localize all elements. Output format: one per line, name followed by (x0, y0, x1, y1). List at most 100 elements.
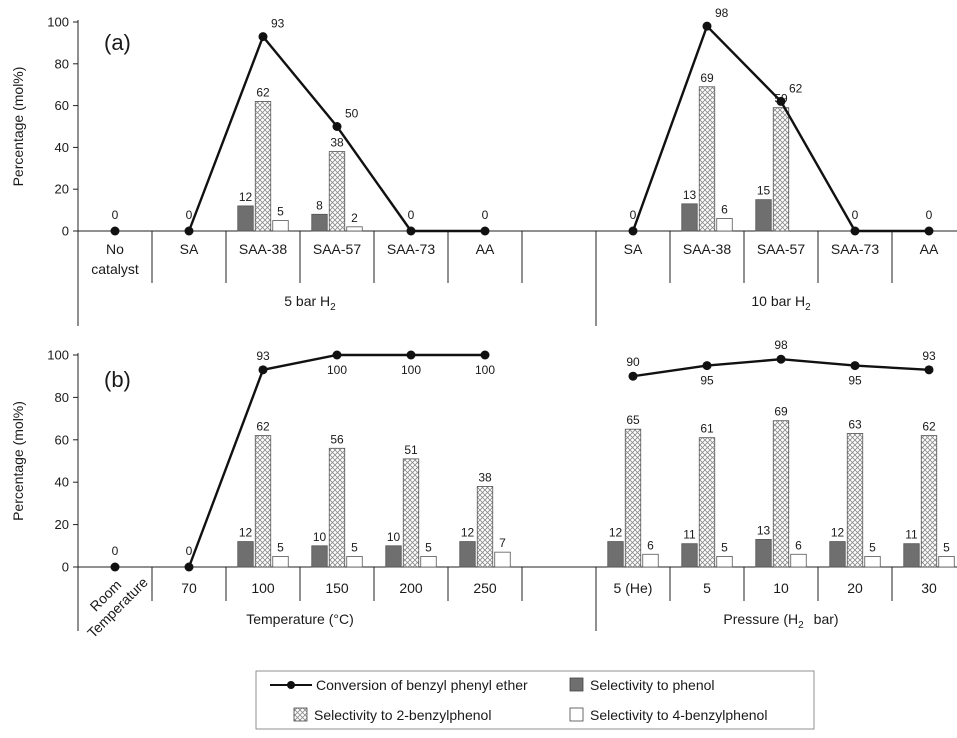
category-label: SA (180, 241, 199, 257)
benzylphenol-2-bar-label: 62 (256, 420, 270, 434)
benzylphenol-4-bar (716, 556, 733, 568)
benzylphenol-4-bar (420, 556, 437, 568)
category-label: 150 (325, 580, 349, 596)
group-label-subscript: 2 (805, 302, 811, 313)
panel-label: (a) (104, 30, 131, 55)
conversion-label: 95 (848, 374, 862, 388)
y-tick-label: 40 (55, 140, 69, 155)
benzylphenol-4-bar (346, 556, 363, 568)
phenol-bar-label: 12 (239, 190, 253, 204)
benzylphenol-4-bar-label: 5 (721, 540, 728, 554)
benzylphenol-4-bar (790, 553, 807, 568)
y-tick-label: 20 (55, 182, 69, 197)
benzylphenol-2-bar (254, 435, 272, 568)
y-axis-label: Percentage (mol%) (10, 401, 26, 521)
legend-box (255, 670, 815, 730)
y-tick-label: 100 (47, 348, 69, 363)
benzylphenol-4-bar-label: 5 (277, 205, 284, 219)
group-label-text: 10 bar H (751, 293, 805, 309)
phenol-bar (681, 543, 698, 568)
group-label: 5 bar H2 (284, 293, 336, 313)
group-label-subscript: 2 (330, 302, 336, 313)
benzylphenol-2-bar-label: 63 (848, 417, 862, 431)
benzylphenol-4-bar-label: 7 (499, 536, 506, 550)
conversion-point (702, 361, 712, 371)
legend-swatch (293, 707, 308, 722)
benzylphenol-4-bar (272, 556, 289, 568)
y-tick-label: 0 (62, 560, 69, 575)
benzylphenol-4-bar-label: 5 (277, 540, 284, 554)
conversion-point (332, 350, 342, 360)
phenol-bar-label: 12 (461, 526, 475, 540)
benzylphenol-2-bar-label: 61 (700, 422, 714, 436)
legend-dot-marker (287, 681, 295, 689)
conversion-label: 93 (271, 17, 285, 31)
y-tick-label: 60 (55, 432, 69, 447)
benzylphenol-2-bar (920, 435, 938, 568)
benzylphenol-4-bar (642, 553, 659, 568)
conversion-label: 93 (256, 349, 270, 363)
benzylphenol-2-bar (846, 433, 864, 568)
phenol-bar-label: 12 (609, 526, 623, 540)
benzylphenol-2-bar (698, 86, 716, 232)
phenol-bar-label: 13 (683, 188, 697, 202)
category-label: SAA-57 (313, 241, 361, 257)
category-label-line: No (106, 241, 124, 257)
conversion-label: 100 (327, 363, 347, 377)
benzylphenol-4-bar-label: 6 (795, 538, 802, 552)
benzylphenol-4-bar-label: 5 (425, 540, 432, 554)
benzylphenol-4-bar (272, 220, 289, 232)
y-tick-label: 40 (55, 475, 69, 490)
conversion-point (184, 562, 194, 572)
benzylphenol-2-bar (476, 486, 494, 568)
phenol-bar (311, 213, 328, 232)
benzylphenol-2-bar (254, 101, 272, 232)
legend-label: Selectivity to 2-benzylphenol (314, 707, 491, 723)
group-label-text: Temperature (°C) (246, 611, 354, 627)
benzylphenol-2-bar (402, 458, 420, 568)
y-tick-label: 100 (47, 15, 69, 30)
benzylphenol-2-bar-label: 38 (478, 470, 492, 484)
group-label: 10 bar H2 (751, 293, 811, 313)
legend-label: Selectivity to phenol (590, 677, 715, 693)
category-label: 250 (473, 580, 497, 596)
phenol-bar (237, 205, 254, 232)
conversion-point (110, 226, 120, 236)
benzylphenol-2-bar (624, 428, 642, 568)
benzylphenol-2-bar-label: 38 (330, 136, 344, 150)
conversion-point (480, 226, 490, 236)
conversion-point (110, 562, 120, 572)
phenol-bar (311, 545, 328, 568)
benzylphenol-2-bar-label: 56 (330, 432, 344, 446)
phenol-bar (681, 203, 698, 232)
phenol-bar (903, 543, 920, 568)
conversion-label: 0 (926, 208, 933, 222)
category-label: 10 (773, 580, 789, 596)
category-label: SAA-38 (239, 241, 287, 257)
conversion-point (850, 361, 860, 371)
category-label: SAA-73 (387, 241, 435, 257)
conversion-label: 0 (630, 208, 637, 222)
benzylphenol-4-bar-label: 5 (351, 540, 358, 554)
benzylphenol-2-bar-label: 65 (626, 413, 640, 427)
category-label: 30 (921, 580, 937, 596)
benzylphenol-2-bar-label: 62 (256, 85, 270, 99)
conversion-label: 98 (715, 6, 729, 20)
conversion-label: 100 (475, 363, 495, 377)
category-label: SAA-57 (757, 241, 805, 257)
category-label: SA (624, 241, 643, 257)
phenol-bar (385, 545, 402, 568)
conversion-point (258, 32, 268, 42)
conversion-label: 95 (700, 374, 714, 388)
phenol-bar-label: 15 (757, 184, 771, 198)
conversion-point (924, 226, 934, 236)
conversion-label: 0 (186, 544, 193, 558)
phenol-bar-label: 11 (905, 528, 918, 542)
y-tick-label: 80 (55, 390, 69, 405)
phenol-bar-label: 12 (239, 526, 253, 540)
conversion-point (258, 365, 268, 375)
conversion-point (406, 350, 416, 360)
